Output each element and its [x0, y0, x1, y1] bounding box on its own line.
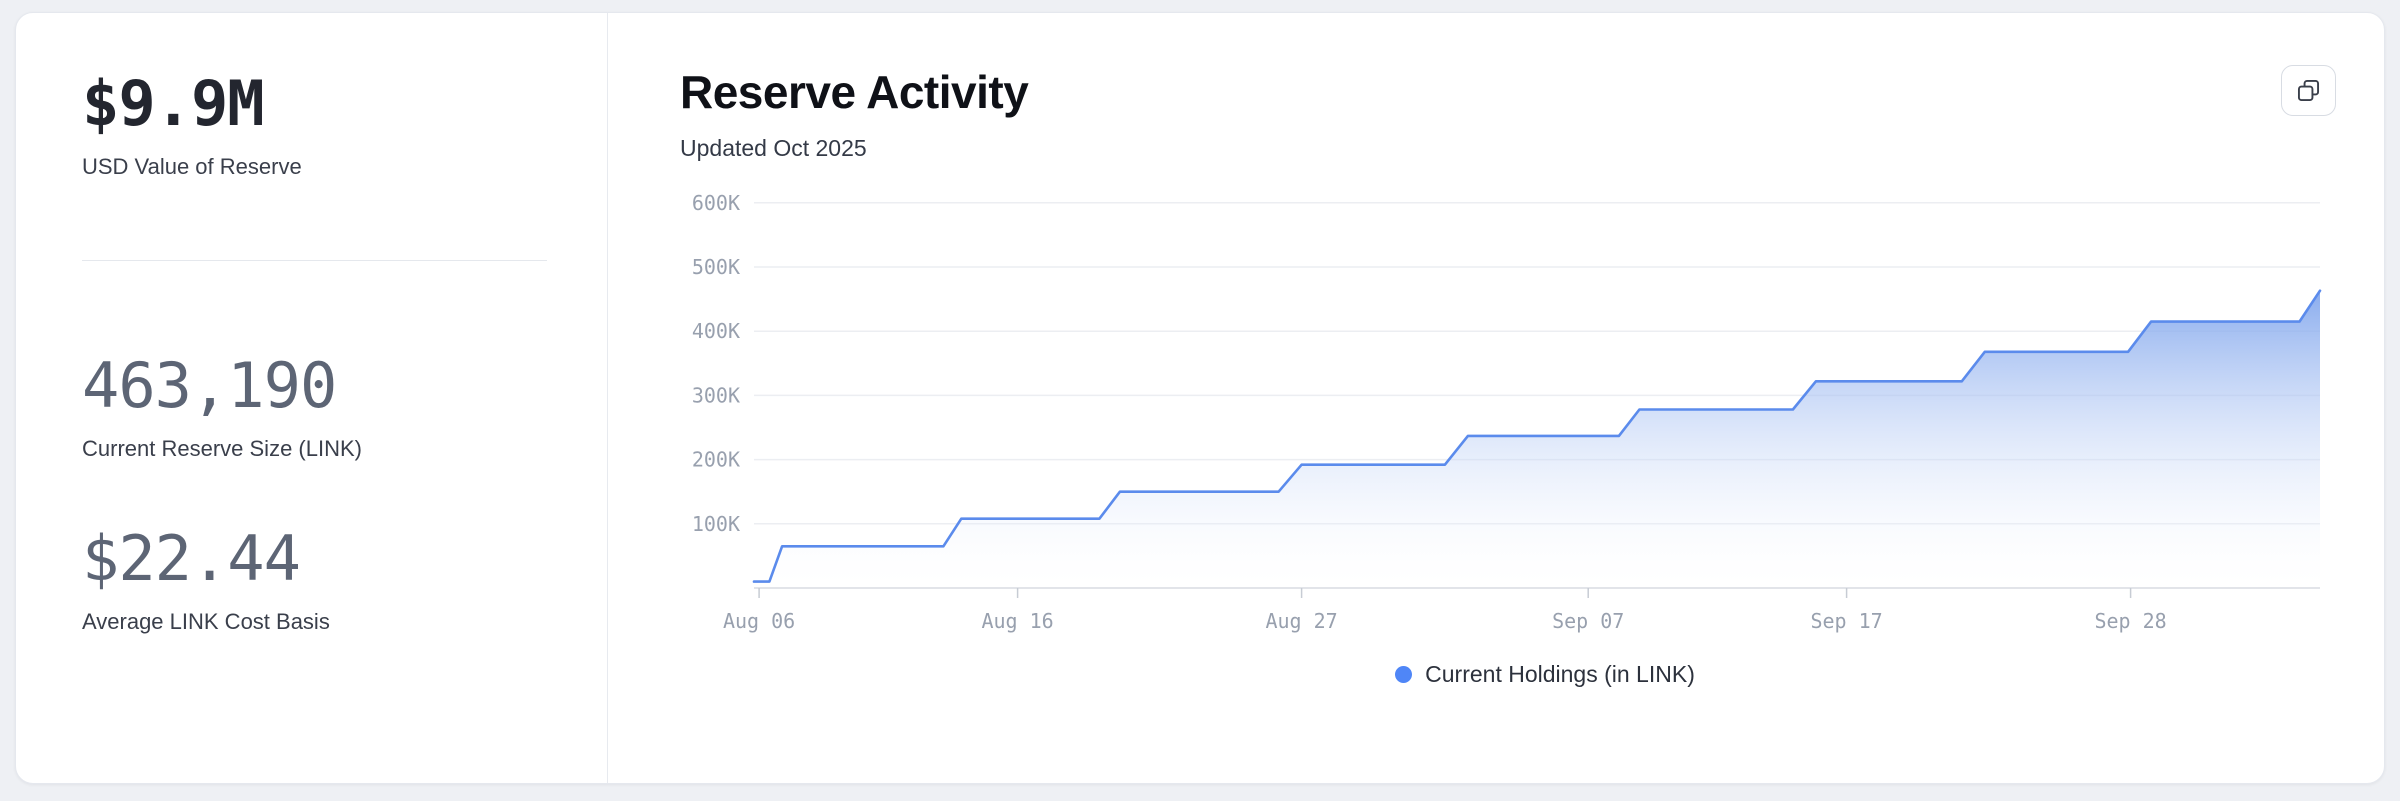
usd-value-stat: $9.9M USD Value of Reserve: [82, 67, 547, 180]
svg-text:100K: 100K: [692, 512, 740, 536]
copy-icon: [2297, 79, 2320, 102]
stats-panel: $9.9M USD Value of Reserve 463,190 Curre…: [16, 13, 607, 783]
legend-dot: [1395, 666, 1413, 683]
vertical-divider: [607, 13, 608, 783]
chart-subtitle: Updated Oct 2025: [680, 135, 867, 161]
reserve-chart[interactable]: 100K 200K 300K 400K 500K 600K Aug 06 Aug 16 Aug …: [680, 178, 2336, 655]
svg-text:Aug 16: Aug 16: [981, 609, 1053, 633]
reserve-chart-svg: 100K 200K 300K 400K 500K 600K Aug 06 Aug 16 Aug …: [692, 191, 2322, 633]
cost-basis-stat: $22.44 Average LINK Cost Basis: [82, 521, 547, 635]
svg-text:300K: 300K: [692, 383, 740, 407]
chart-legend: Current Holdings (in LINK): [680, 661, 2336, 688]
stats-divider: [82, 259, 547, 261]
svg-text:Aug 27: Aug 27: [1265, 609, 1337, 633]
legend-label: Current Holdings (in LINK): [1425, 661, 1695, 687]
usd-value-label: USD Value of Reserve: [82, 153, 302, 179]
svg-text:Aug 06: Aug 06: [723, 609, 795, 633]
svg-text:Sep 17: Sep 17: [1810, 609, 1882, 633]
svg-text:200K: 200K: [692, 448, 740, 472]
copy-button[interactable]: [2281, 65, 2336, 116]
svg-text:500K: 500K: [692, 255, 740, 279]
svg-text:Sep 28: Sep 28: [2094, 609, 2166, 633]
chart-header: Reserve Activity Updated Oct 2025: [680, 65, 2336, 162]
cost-basis-value: $22.44: [82, 521, 301, 595]
chart-panel: Reserve Activity Updated Oct 2025 100K 20…: [608, 13, 2384, 783]
cost-basis-label: Average LINK Cost Basis: [82, 608, 330, 634]
usd-value: $9.9M: [82, 67, 265, 140]
chart-header-text: Reserve Activity Updated Oct 2025: [680, 65, 1029, 162]
reserve-size-stat: 463,190 Current Reserve Size (LINK): [82, 348, 547, 462]
reserve-size-value: 463,190: [82, 348, 337, 422]
chart-title: Reserve Activity: [680, 66, 1029, 118]
svg-text:600K: 600K: [692, 191, 740, 215]
svg-text:Sep 07: Sep 07: [1552, 609, 1624, 633]
svg-text:400K: 400K: [692, 319, 740, 343]
reserve-size-label: Current Reserve Size (LINK): [82, 435, 362, 461]
reserve-card: $9.9M USD Value of Reserve 463,190 Curre…: [15, 12, 2385, 784]
